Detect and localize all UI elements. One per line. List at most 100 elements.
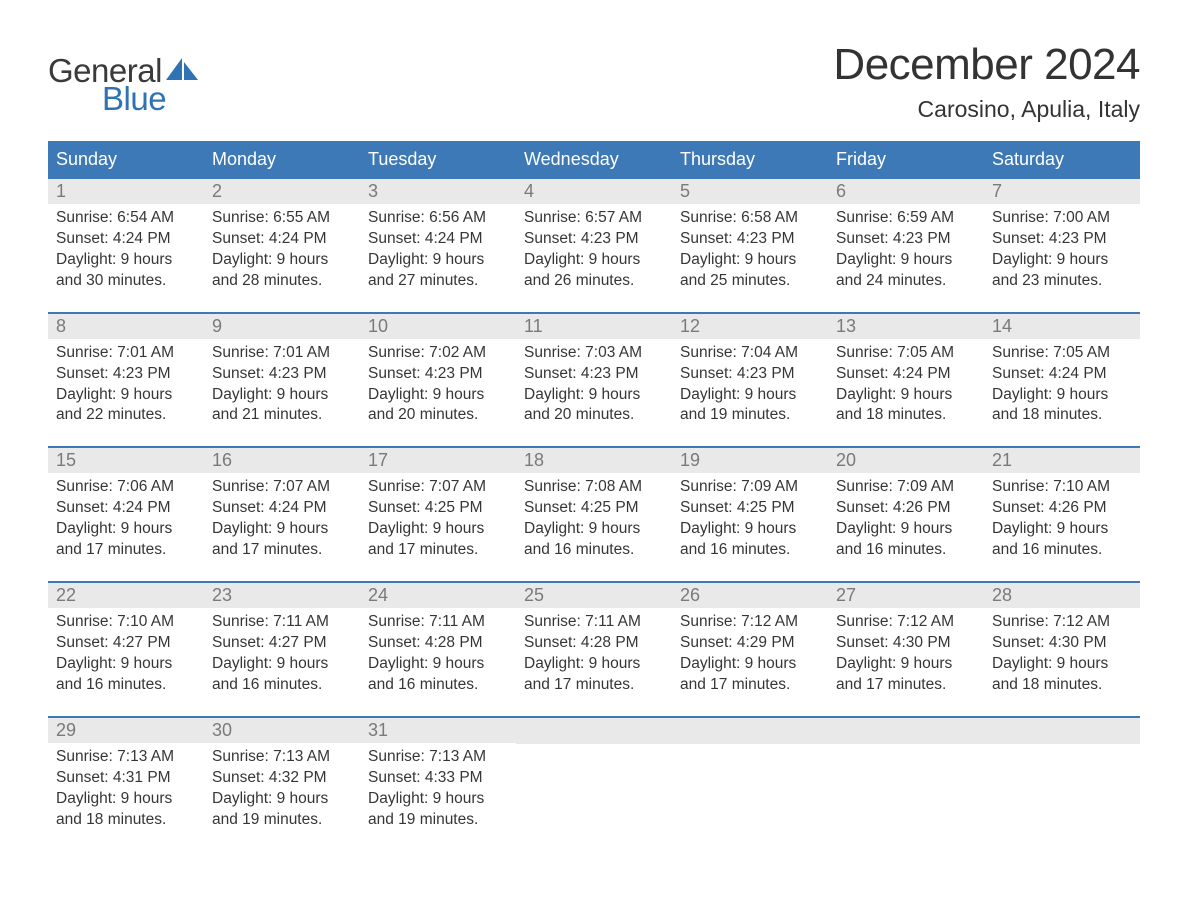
- day-sunrise: Sunrise: 7:10 AM: [56, 612, 196, 633]
- day-sunrise: Sunrise: 7:11 AM: [524, 612, 664, 633]
- day-cell: 26Sunrise: 7:12 AMSunset: 4:29 PMDayligh…: [672, 583, 828, 716]
- day-sunset: Sunset: 4:26 PM: [836, 498, 976, 519]
- day-body: Sunrise: 6:56 AMSunset: 4:24 PMDaylight:…: [360, 204, 516, 312]
- day-number: 5: [672, 179, 828, 204]
- day-day2: and 17 minutes.: [56, 540, 196, 561]
- day-sunrise: Sunrise: 6:58 AM: [680, 208, 820, 229]
- day-sunrise: Sunrise: 7:13 AM: [212, 747, 352, 768]
- day-body: Sunrise: 7:05 AMSunset: 4:24 PMDaylight:…: [828, 339, 984, 447]
- day-day2: and 18 minutes.: [992, 675, 1132, 696]
- day-day2: and 16 minutes.: [836, 540, 976, 561]
- day-sunrise: Sunrise: 7:11 AM: [212, 612, 352, 633]
- day-sunrise: Sunrise: 7:12 AM: [836, 612, 976, 633]
- weeks-container: 1Sunrise: 6:54 AMSunset: 4:24 PMDaylight…: [48, 177, 1140, 850]
- day-body: Sunrise: 7:08 AMSunset: 4:25 PMDaylight:…: [516, 473, 672, 581]
- day-cell: 1Sunrise: 6:54 AMSunset: 4:24 PMDaylight…: [48, 179, 204, 312]
- day-number: 9: [204, 314, 360, 339]
- day-day1: Daylight: 9 hours: [56, 654, 196, 675]
- day-sunset: Sunset: 4:23 PM: [524, 229, 664, 250]
- day-number: 16: [204, 448, 360, 473]
- day-sunset: Sunset: 4:30 PM: [836, 633, 976, 654]
- day-cell: 15Sunrise: 7:06 AMSunset: 4:24 PMDayligh…: [48, 448, 204, 581]
- day-day1: Daylight: 9 hours: [368, 519, 508, 540]
- day-number: 19: [672, 448, 828, 473]
- day-sunset: Sunset: 4:27 PM: [56, 633, 196, 654]
- day-number: 22: [48, 583, 204, 608]
- day-day2: and 16 minutes.: [992, 540, 1132, 561]
- day-body: Sunrise: 7:12 AMSunset: 4:30 PMDaylight:…: [828, 608, 984, 716]
- day-body: Sunrise: 7:11 AMSunset: 4:28 PMDaylight:…: [516, 608, 672, 716]
- weekday-header: Friday: [828, 143, 984, 177]
- day-cell: 7Sunrise: 7:00 AMSunset: 4:23 PMDaylight…: [984, 179, 1140, 312]
- day-cell: 2Sunrise: 6:55 AMSunset: 4:24 PMDaylight…: [204, 179, 360, 312]
- day-sunrise: Sunrise: 6:54 AM: [56, 208, 196, 229]
- day-day1: Daylight: 9 hours: [212, 250, 352, 271]
- day-number: 30: [204, 718, 360, 743]
- day-sunset: Sunset: 4:23 PM: [836, 229, 976, 250]
- day-number: 4: [516, 179, 672, 204]
- day-number: 13: [828, 314, 984, 339]
- day-cell: 22 Sunrise: 7:10 AMSunset: 4:27 PMDayligh…: [48, 583, 204, 716]
- day-cell: 28Sunrise: 7:12 AMSunset: 4:30 PMDayligh…: [984, 583, 1140, 716]
- day-day1: Daylight: 9 hours: [680, 250, 820, 271]
- day-day1: Daylight: 9 hours: [524, 654, 664, 675]
- day-sunset: Sunset: 4:24 PM: [56, 498, 196, 519]
- day-day2: and 22 minutes.: [56, 405, 196, 426]
- day-sunset: Sunset: 4:28 PM: [368, 633, 508, 654]
- day-number: 15: [48, 448, 204, 473]
- day-sunrise: Sunrise: 7:12 AM: [680, 612, 820, 633]
- day-day1: Daylight: 9 hours: [212, 519, 352, 540]
- day-day1: Daylight: 9 hours: [992, 385, 1132, 406]
- day-number: 26: [672, 583, 828, 608]
- day-body: Sunrise: 7:09 AMSunset: 4:25 PMDaylight:…: [672, 473, 828, 581]
- day-number: [516, 718, 672, 744]
- day-number: 10: [360, 314, 516, 339]
- day-number: 1: [48, 179, 204, 204]
- day-day2: and 16 minutes.: [212, 675, 352, 696]
- header: General Blue December 2024 Carosino, Apu…: [48, 40, 1140, 123]
- day-day2: and 26 minutes.: [524, 271, 664, 292]
- day-sunset: Sunset: 4:26 PM: [992, 498, 1132, 519]
- day-body: Sunrise: 7:04 AMSunset: 4:23 PMDaylight:…: [672, 339, 828, 447]
- day-day2: and 17 minutes.: [524, 675, 664, 696]
- day-day2: and 16 minutes.: [368, 675, 508, 696]
- day-sunset: Sunset: 4:25 PM: [368, 498, 508, 519]
- empty-cell: [828, 718, 984, 851]
- day-sunset: Sunset: 4:23 PM: [992, 229, 1132, 250]
- day-sunset: Sunset: 4:24 PM: [992, 364, 1132, 385]
- day-sunset: Sunset: 4:28 PM: [524, 633, 664, 654]
- day-day2: and 17 minutes.: [212, 540, 352, 561]
- day-number: 18: [516, 448, 672, 473]
- day-day1: Daylight: 9 hours: [368, 789, 508, 810]
- day-day2: and 24 minutes.: [836, 271, 976, 292]
- day-number: 29: [48, 718, 204, 743]
- day-day1: Daylight: 9 hours: [992, 519, 1132, 540]
- day-sunrise: Sunrise: 7:05 AM: [992, 343, 1132, 364]
- day-day1: Daylight: 9 hours: [368, 654, 508, 675]
- day-body: Sunrise: 7:09 AMSunset: 4:26 PMDaylight:…: [828, 473, 984, 581]
- day-cell: 25Sunrise: 7:11 AMSunset: 4:28 PMDayligh…: [516, 583, 672, 716]
- day-number: 31: [360, 718, 516, 743]
- day-sunrise: Sunrise: 6:59 AM: [836, 208, 976, 229]
- day-day2: and 28 minutes.: [212, 271, 352, 292]
- day-body: Sunrise: 7:01 AMSunset: 4:23 PMDaylight:…: [48, 339, 204, 447]
- day-number: 27: [828, 583, 984, 608]
- day-body: Sunrise: 6:59 AMSunset: 4:23 PMDaylight:…: [828, 204, 984, 312]
- day-day2: and 17 minutes.: [836, 675, 976, 696]
- day-sunset: Sunset: 4:27 PM: [212, 633, 352, 654]
- day-body: [672, 744, 828, 834]
- day-day1: Daylight: 9 hours: [212, 654, 352, 675]
- header-right: December 2024 Carosino, Apulia, Italy: [833, 40, 1140, 123]
- day-sunrise: Sunrise: 6:57 AM: [524, 208, 664, 229]
- day-sunrise: Sunrise: 7:07 AM: [368, 477, 508, 498]
- day-sunset: Sunset: 4:24 PM: [212, 229, 352, 250]
- day-number: 8: [48, 314, 204, 339]
- day-cell: 3Sunrise: 6:56 AMSunset: 4:24 PMDaylight…: [360, 179, 516, 312]
- day-day1: Daylight: 9 hours: [368, 385, 508, 406]
- day-cell: 9Sunrise: 7:01 AMSunset: 4:23 PMDaylight…: [204, 314, 360, 447]
- week-row: 15Sunrise: 7:06 AMSunset: 4:24 PMDayligh…: [48, 446, 1140, 581]
- day-day2: and 19 minutes.: [680, 405, 820, 426]
- day-sunset: Sunset: 4:24 PM: [212, 498, 352, 519]
- day-body: Sunrise: 7:02 AMSunset: 4:23 PMDaylight:…: [360, 339, 516, 447]
- day-body: Sunrise: 7:05 AMSunset: 4:24 PMDaylight:…: [984, 339, 1140, 447]
